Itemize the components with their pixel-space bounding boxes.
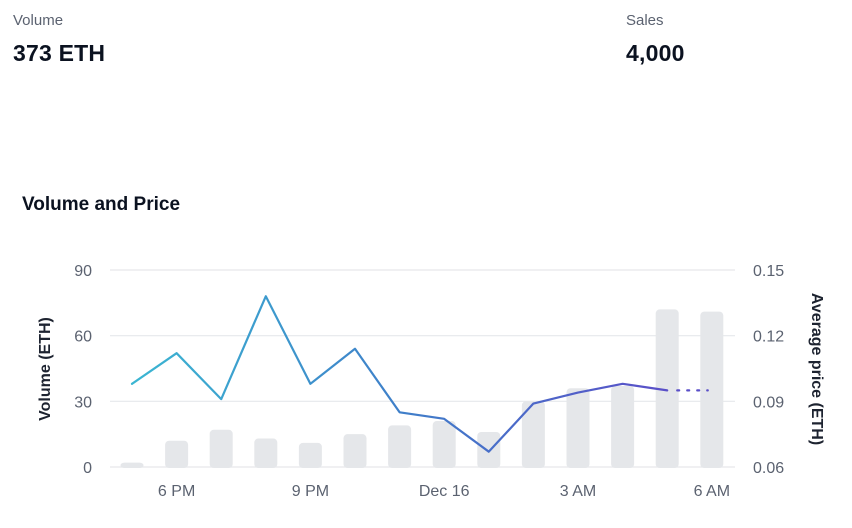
sales-label: Sales bbox=[626, 12, 664, 29]
volume-bar[interactable] bbox=[477, 431, 501, 468]
volume-label: Volume bbox=[13, 12, 64, 29]
x-tick-label: 3 AM bbox=[560, 483, 596, 500]
sales-stat: Sales 4,000 bbox=[626, 12, 685, 66]
right-tick-label: 0.09 bbox=[753, 394, 784, 411]
line-layer bbox=[130, 295, 709, 453]
volume-bar[interactable] bbox=[566, 388, 590, 468]
volume-bar[interactable] bbox=[388, 425, 412, 468]
x-tick-label: Dec 16 bbox=[419, 483, 470, 500]
x-tick-label: 6 AM bbox=[694, 483, 730, 500]
volume-bar[interactable] bbox=[700, 311, 724, 468]
volume-bar[interactable] bbox=[521, 401, 545, 468]
average-price-line bbox=[130, 295, 669, 453]
x-axis-ticks: 6 PM 9 PM Dec 16 3 AM 6 AM bbox=[158, 483, 730, 500]
x-tick-label: 9 PM bbox=[292, 483, 329, 500]
left-tick-label: 60 bbox=[74, 329, 92, 346]
volume-bar[interactable] bbox=[165, 440, 189, 468]
bar-layer bbox=[120, 309, 724, 468]
volume-value: 373 ETH bbox=[13, 40, 106, 66]
volume-bar[interactable] bbox=[209, 429, 233, 468]
volume-bar[interactable] bbox=[655, 309, 679, 468]
left-tick-label: 0 bbox=[83, 460, 92, 477]
right-tick-label: 0.06 bbox=[753, 460, 784, 477]
right-axis-ticks: 0.06 0.09 0.12 0.15 bbox=[753, 263, 784, 477]
volume-bar[interactable] bbox=[254, 438, 278, 468]
volume-bar[interactable] bbox=[611, 386, 635, 468]
left-axis-title: Volume (ETH) bbox=[37, 317, 54, 421]
chart-title: Volume and Price bbox=[22, 194, 181, 215]
sales-value: 4,000 bbox=[626, 40, 685, 66]
volume-bar[interactable] bbox=[432, 421, 456, 468]
right-tick-label: 0.12 bbox=[753, 329, 784, 346]
grid-layer bbox=[110, 269, 735, 468]
volume-bar[interactable] bbox=[343, 434, 367, 468]
volume-stat: Volume 373 ETH bbox=[13, 12, 105, 66]
right-tick-label: 0.15 bbox=[753, 263, 784, 280]
left-tick-label: 90 bbox=[74, 263, 92, 280]
volume-bar[interactable] bbox=[120, 462, 144, 468]
left-axis-ticks: 0 30 60 90 bbox=[74, 263, 92, 477]
right-axis-title: Average price (ETH) bbox=[808, 293, 825, 445]
left-tick-label: 30 bbox=[74, 394, 92, 411]
volume-bar[interactable] bbox=[298, 442, 322, 468]
x-tick-label: 6 PM bbox=[158, 483, 195, 500]
